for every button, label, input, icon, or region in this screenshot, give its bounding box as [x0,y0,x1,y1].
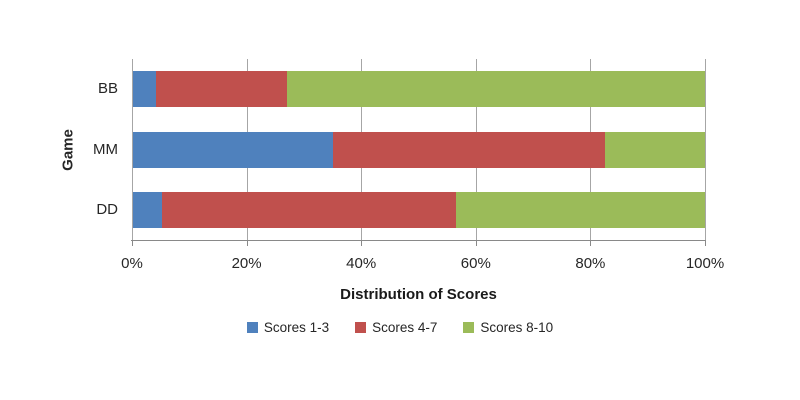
x-axis-tick [132,240,133,246]
legend: Scores 1-3 Scores 4-7 Scores 8-10 [0,320,800,335]
legend-item-scores-8-10: Scores 8-10 [463,320,553,335]
gridline [705,59,706,240]
bar-segment-scores-8-10 [604,131,705,168]
bar-segment-scores-8-10 [287,71,705,108]
x-axis-title: Distribution of Scores [340,286,497,303]
bar-segment-scores-1-3 [133,71,156,108]
x-axis-tick-label: 60% [460,255,491,272]
plot-area: 0% 20% 40% 60% 80% 100% BB MM DD [93,59,724,272]
x-axis-tick [590,240,592,246]
bar-row-mm [133,131,705,168]
bar-segment-scores-4-7 [333,131,605,168]
bar-segment-scores-1-3 [133,131,334,168]
legend-item-scores-1-3: Scores 1-3 [246,320,330,335]
x-axis-tick [361,240,363,246]
x-axis-tick [475,240,477,246]
x-axis-tick [246,240,248,246]
legend-swatch-scores-8-10 [463,322,475,333]
bar-row-bb [133,71,705,108]
legend-swatch-scores-4-7 [355,322,367,333]
bar-segment-scores-1-3 [133,191,162,228]
bar-segment-scores-4-7 [155,71,288,108]
category-label-mm: MM [93,140,118,158]
bar-segment-scores-8-10 [456,191,705,228]
legend-label: Scores 1-3 [263,320,330,335]
legend-item-scores-4-7: Scores 4-7 [355,320,437,335]
legend-label: Scores 8-10 [480,320,554,335]
category-label-bb: BB [97,80,118,98]
bar-row-dd [133,191,705,228]
x-axis-line [131,240,705,241]
bar-segment-scores-4-7 [161,191,457,228]
legend-swatch-scores-1-3 [246,322,258,333]
category-label-dd: DD [96,200,118,218]
x-axis-tick [705,240,706,246]
legend-label: Scores 4-7 [372,320,438,335]
x-axis-tick-label: 40% [346,255,377,272]
x-axis-tick-label: 0% [121,255,143,272]
x-axis-tick-label: 80% [575,255,606,272]
x-axis-tick-label: 100% [685,255,725,272]
x-axis-tick-label: 20% [231,255,262,272]
gridline [132,59,133,240]
